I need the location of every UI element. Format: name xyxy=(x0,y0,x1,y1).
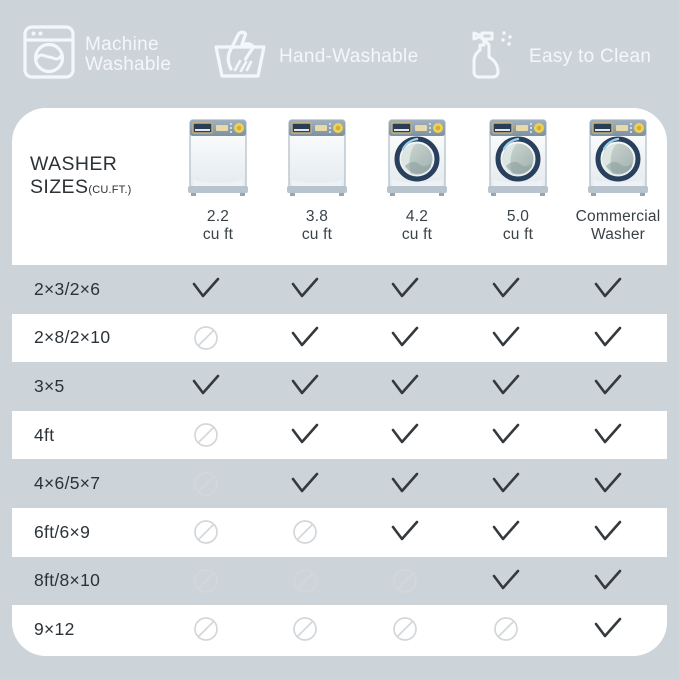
not-allowed-icon xyxy=(285,561,325,601)
feature-machine-washable: Machine Washable xyxy=(22,24,171,85)
row-label: 4×6/5×7 xyxy=(34,473,101,494)
row-label: 2×3/2×6 xyxy=(34,278,101,299)
check-icon xyxy=(285,464,325,504)
not-allowed-icon xyxy=(385,609,425,649)
column-label: 4.2 cu ft xyxy=(401,208,433,243)
corner-title-line1: WASHER xyxy=(30,153,118,175)
check-icon xyxy=(486,269,526,309)
row-label: 8ft/8×10 xyxy=(34,570,101,591)
column-header-w42: 4.2 cu ft xyxy=(357,114,477,244)
table-row: 2×3/2×6 xyxy=(12,265,667,314)
table-row: 6ft/6×9 xyxy=(12,507,667,557)
spray-bottle-icon xyxy=(466,28,520,85)
check-icon xyxy=(486,415,526,455)
check-icon xyxy=(588,318,628,358)
check-icon xyxy=(385,415,425,455)
table-corner-title: WASHER SIZES(CU.FT.) xyxy=(30,153,180,202)
feature-label: Machine Washable xyxy=(85,33,172,75)
top-load-washer-icon xyxy=(283,114,351,203)
row-label: 2×8/2×10 xyxy=(34,327,111,348)
table-row: 9×12 xyxy=(12,605,667,654)
not-allowed-icon xyxy=(186,318,226,358)
feature-easy-to-clean: Easy to Clean xyxy=(466,28,651,85)
check-icon xyxy=(285,269,325,309)
not-allowed-icon xyxy=(186,609,226,649)
hand-wash-basin-icon xyxy=(210,28,270,85)
column-header-w38: 3.8 cu ft xyxy=(257,114,377,244)
table-header: WASHER SIZES(CU.FT.) xyxy=(12,108,667,265)
front-load-washer-icon xyxy=(383,114,451,203)
check-icon xyxy=(588,561,628,601)
check-icon xyxy=(385,512,425,552)
check-icon xyxy=(588,609,628,649)
check-icon xyxy=(588,512,628,552)
column-header-commercial: Commercial Washer xyxy=(548,114,667,244)
check-icon xyxy=(285,318,325,358)
feature-hand-washable: Hand-Washable xyxy=(210,28,418,85)
check-icon xyxy=(385,366,425,406)
check-icon xyxy=(486,366,526,406)
not-allowed-icon xyxy=(186,415,226,455)
not-allowed-icon xyxy=(186,464,226,504)
column-label: 5.0 cu ft xyxy=(502,208,534,243)
table-row: 8ft/8×10 xyxy=(12,556,667,606)
check-icon xyxy=(186,366,226,406)
comparison-table-card: WASHER SIZES(CU.FT.) xyxy=(12,108,667,656)
check-icon xyxy=(486,464,526,504)
check-icon xyxy=(486,561,526,601)
washing-machine-icon xyxy=(22,24,76,85)
feature-label: Hand-Washable xyxy=(279,45,419,67)
check-icon xyxy=(385,464,425,504)
table-row: 3×5 xyxy=(12,362,667,411)
top-load-washer-icon xyxy=(184,114,252,203)
corner-title-sub: (CU.FT.) xyxy=(88,184,132,196)
row-label: 4ft xyxy=(34,424,55,445)
check-icon xyxy=(486,318,526,358)
check-icon xyxy=(588,366,628,406)
feature-banner: Machine Washable Hand-Washable xyxy=(0,0,679,108)
check-icon xyxy=(385,269,425,309)
row-label: 6ft/6×9 xyxy=(34,521,91,542)
check-icon xyxy=(186,269,226,309)
check-icon xyxy=(486,512,526,552)
not-allowed-icon xyxy=(486,609,526,649)
row-label: 9×12 xyxy=(34,618,75,639)
table-row: 4ft xyxy=(12,410,667,460)
not-allowed-icon xyxy=(186,512,226,552)
column-header-w22: 2.2 cu ft xyxy=(158,114,278,244)
not-allowed-icon xyxy=(186,561,226,601)
not-allowed-icon xyxy=(285,512,325,552)
table-row: 2×8/2×10 xyxy=(12,313,667,363)
corner-title-line2: SIZES xyxy=(30,176,89,198)
column-label: 2.2 cu ft xyxy=(202,208,234,243)
check-icon xyxy=(588,269,628,309)
column-headers: 2.2 cu ft xyxy=(12,108,667,265)
column-label: 3.8 cu ft xyxy=(301,208,333,243)
check-icon xyxy=(588,415,628,455)
not-allowed-icon xyxy=(385,561,425,601)
not-allowed-icon xyxy=(285,609,325,649)
front-load-washer-icon xyxy=(584,114,652,203)
check-icon xyxy=(385,318,425,358)
row-label: 3×5 xyxy=(34,375,65,396)
column-header-w50: 5.0 cu ft xyxy=(458,114,578,244)
check-icon xyxy=(588,464,628,504)
check-icon xyxy=(285,415,325,455)
table-row: 4×6/5×7 xyxy=(12,459,667,508)
comparison-rows: 2×3/2×6 2×8/2×10 3×5 4ft 4×6/5×7 6ft/6×9 8ft/8… xyxy=(12,265,667,654)
feature-label: Easy to Clean xyxy=(529,45,652,67)
check-icon xyxy=(285,366,325,406)
front-load-washer-icon xyxy=(484,114,552,203)
column-label: Commercial Washer xyxy=(575,208,661,243)
